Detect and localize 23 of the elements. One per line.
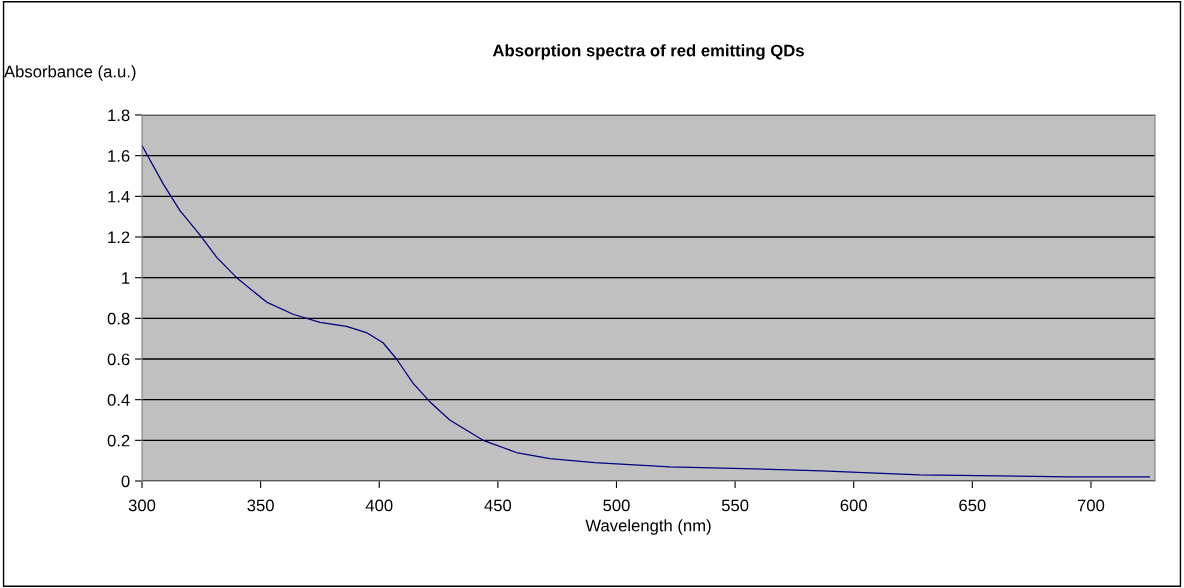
y-tick-label: 1: [122, 272, 130, 284]
y-tick-label: 1.4: [108, 190, 130, 203]
y-tick-label: 0: [121, 475, 130, 488]
x-tick-label: 500: [603, 499, 630, 512]
y-tick-label: 0.2: [107, 434, 130, 447]
x-tick-label: 450: [484, 499, 512, 512]
y-tick-label: 1.6: [108, 150, 130, 162]
y-tick-label: 0.4: [107, 394, 130, 406]
x-tick-label: 650: [959, 499, 986, 512]
x-tick-label: 600: [840, 499, 867, 512]
x-tick-label: 300: [128, 499, 156, 512]
y-tick-label: 0.8: [107, 312, 130, 325]
line-series: [142, 144, 1150, 478]
y-tick-label: 0.6: [107, 353, 130, 366]
chart-title: Absorption spectra of red emitting QDs: [492, 44, 804, 60]
x-axis-title: Wavelength (nm): [585, 519, 711, 535]
y-axis-title: Absorbance (a.u.): [4, 65, 136, 81]
y-tick-label: 1.8: [108, 109, 130, 122]
y-tick-label: 1.2: [108, 231, 130, 244]
x-tick-label: 700: [1077, 499, 1105, 512]
x-tick-label: 550: [721, 499, 749, 512]
x-tick-label: 400: [365, 499, 393, 512]
x-tick-label: 350: [247, 499, 274, 512]
